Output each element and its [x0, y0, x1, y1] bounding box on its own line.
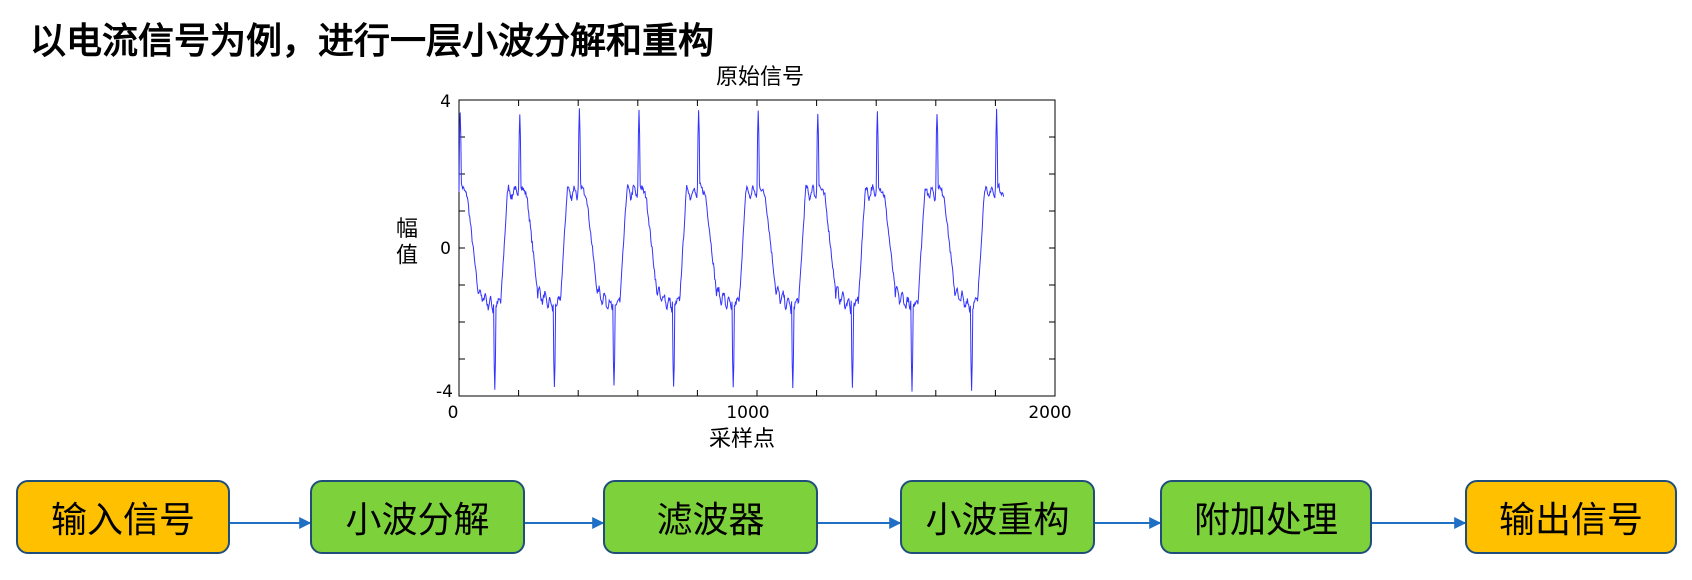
y-tick-bottom: -4	[436, 382, 453, 402]
y-axis-label: 幅值	[396, 217, 418, 268]
x-axis-label: 采样点	[709, 427, 775, 452]
x-tick-2000: 2000	[1028, 403, 1071, 423]
flow-box-input-signal: 输入信号	[16, 480, 230, 554]
y-tick-mid: 0	[440, 239, 451, 259]
x-tick-0: 0	[448, 403, 459, 423]
flow-box-filter: 滤波器	[603, 480, 818, 554]
signal-line	[458, 108, 1005, 392]
flow-box-wavelet-decomposition: 小波分解	[310, 480, 525, 554]
signal-chart: 原始信号 4 0 -4 0 1000 2000 采样点 幅值	[396, 65, 1072, 452]
x-tick-1000: 1000	[726, 403, 769, 423]
chart-title: 原始信号	[716, 65, 804, 90]
flow-box-wavelet-reconstruction: 小波重构	[900, 480, 1095, 554]
flow-box-post-processing: 附加处理	[1160, 480, 1372, 554]
page-title: 以电流信号为例，进行一层小波分解和重构	[30, 21, 715, 62]
y-tick-top: 4	[440, 92, 451, 112]
flow-box-output-signal: 输出信号	[1465, 480, 1677, 554]
